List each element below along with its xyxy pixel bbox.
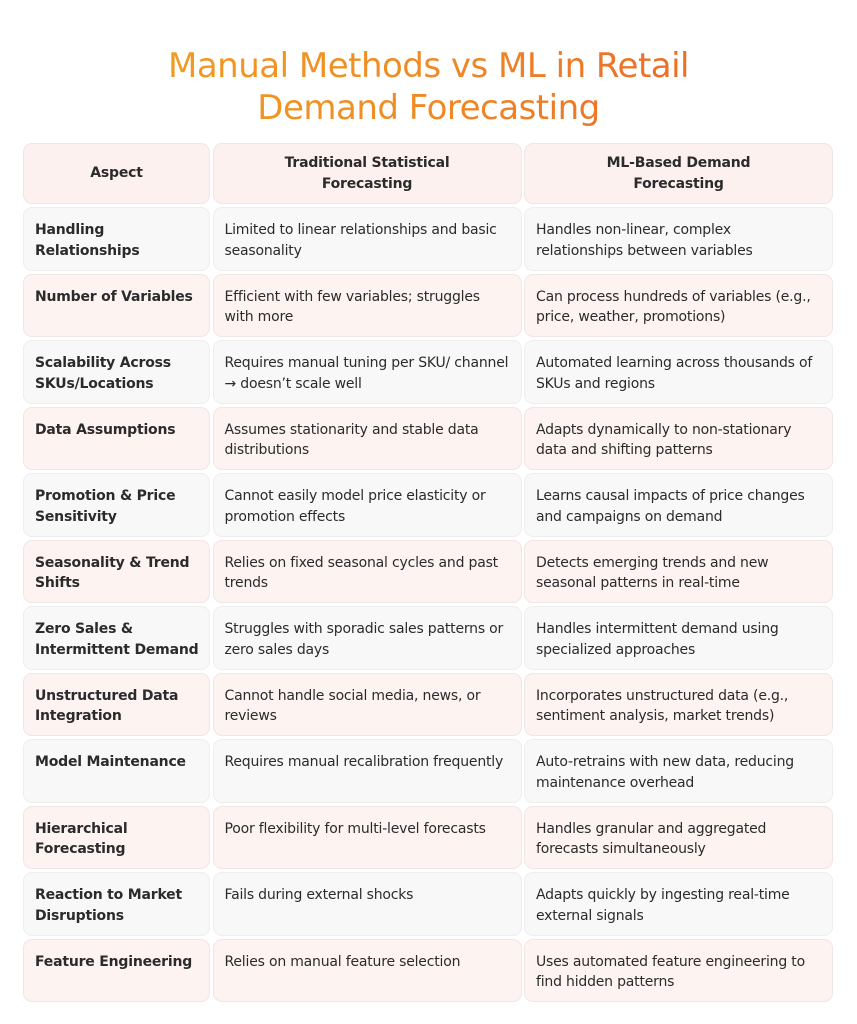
ml-cell: Automated learning across thousands of S… bbox=[524, 340, 833, 404]
traditional-cell: Cannot handle social media, news, or rev… bbox=[212, 672, 522, 736]
aspect-cell: Number of Variables bbox=[23, 273, 210, 337]
ml-cell: Handles intermittent demand using specia… bbox=[524, 606, 833, 670]
aspect-cell: Handling Relationships bbox=[23, 207, 210, 271]
traditional-cell: Fails during external shocks bbox=[212, 872, 522, 936]
traditional-cell: Assumes stationarity and stable data dis… bbox=[212, 406, 522, 470]
ml-cell: Learns causal impacts of price changes a… bbox=[524, 473, 833, 537]
aspect-cell: Scalability Across SKUs/Locations bbox=[23, 340, 210, 404]
ml-cell: Handles granular and aggregated forecast… bbox=[524, 805, 833, 869]
header-traditional: Traditional Statistical Forecasting bbox=[212, 143, 522, 204]
comparison-table: Aspect Traditional Statistical Forecasti… bbox=[23, 143, 833, 1002]
page-title: Manual Methods vs ML in Retail Demand Fo… bbox=[0, 45, 857, 129]
aspect-cell: Reaction to Market Disruptions bbox=[23, 872, 210, 936]
aspect-cell: Unstructured Data Integration bbox=[23, 672, 210, 736]
aspect-cell: Model Maintenance bbox=[23, 739, 210, 803]
ml-cell: Uses automated feature engineering to fi… bbox=[524, 938, 833, 1002]
traditional-cell: Poor flexibility for multi-level forecas… bbox=[212, 805, 522, 869]
ml-cell: Adapts dynamically to non-stationary dat… bbox=[524, 406, 833, 470]
title-line-2: Demand Forecasting bbox=[257, 87, 600, 128]
traditional-cell: Limited to linear relationships and basi… bbox=[212, 207, 522, 271]
aspect-cell: Promotion & Price Sensitivity bbox=[23, 473, 210, 537]
traditional-cell: Struggles with sporadic sales patterns o… bbox=[212, 606, 522, 670]
aspect-cell: Hierarchical Forecasting bbox=[23, 805, 210, 869]
aspect-cell: Feature Engineering bbox=[23, 938, 210, 1002]
traditional-cell: Relies on fixed seasonal cycles and past… bbox=[212, 539, 522, 603]
aspect-cell: Seasonality & Trend Shifts bbox=[23, 539, 210, 603]
title-line-1: Manual Methods vs ML in Retail bbox=[168, 45, 689, 86]
ml-cell: Auto-retrains with new data, reducing ma… bbox=[524, 739, 833, 803]
aspect-cell: Zero Sales & Intermittent Demand bbox=[23, 606, 210, 670]
traditional-cell: Cannot easily model price elasticity or … bbox=[212, 473, 522, 537]
traditional-cell: Requires manual tuning per SKU/ channel … bbox=[212, 340, 522, 404]
ml-cell: Handles non-linear, complex relationship… bbox=[524, 207, 833, 271]
traditional-cell: Efficient with few variables; struggles … bbox=[212, 273, 522, 337]
traditional-cell: Relies on manual feature selection bbox=[212, 938, 522, 1002]
ml-cell: Can process hundreds of variables (e.g.,… bbox=[524, 273, 833, 337]
header-aspect: Aspect bbox=[23, 143, 210, 204]
ml-cell: Incorporates unstructured data (e.g., se… bbox=[524, 672, 833, 736]
traditional-cell: Requires manual recalibration frequently bbox=[212, 739, 522, 803]
ml-cell: Detects emerging trends and new seasonal… bbox=[524, 539, 833, 603]
ml-cell: Adapts quickly by ingesting real-time ex… bbox=[524, 872, 833, 936]
aspect-cell: Data Assumptions bbox=[23, 406, 210, 470]
header-ml: ML-Based Demand Forecasting bbox=[524, 143, 833, 204]
